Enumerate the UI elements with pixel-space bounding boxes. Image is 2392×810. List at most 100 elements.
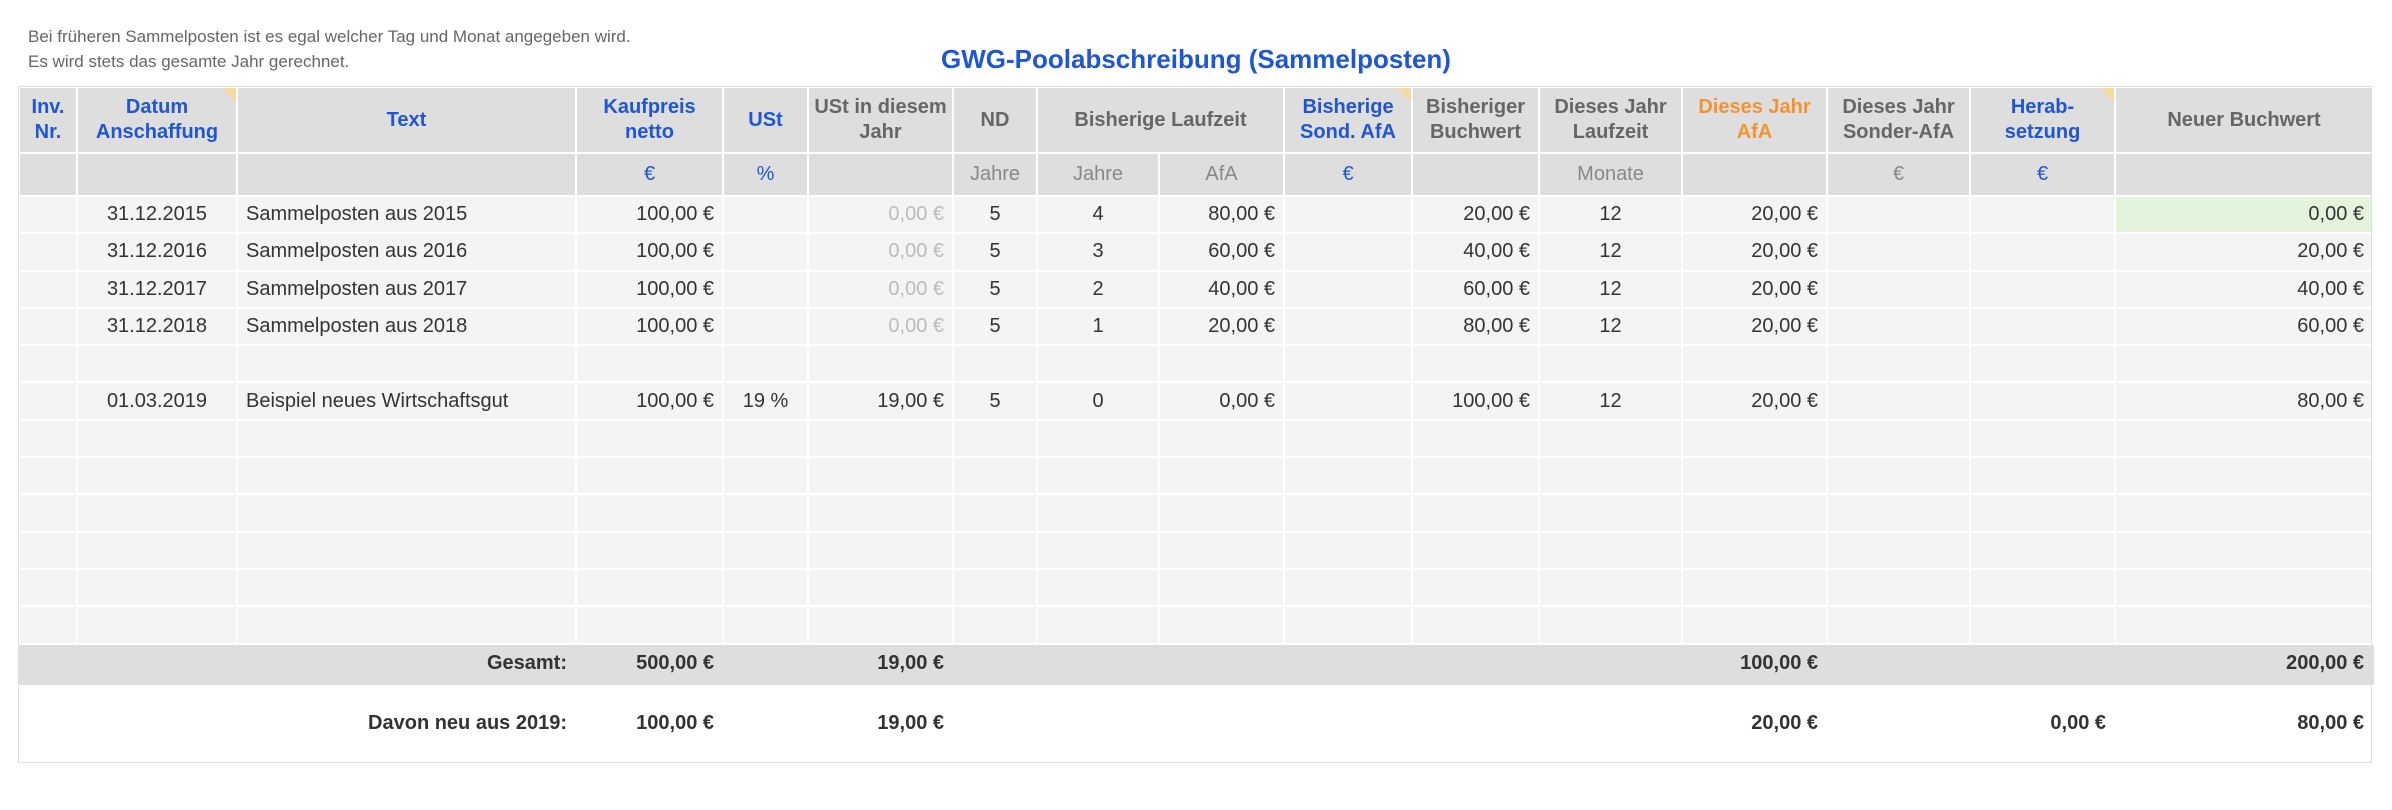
table-cell[interactable] <box>18 493 78 533</box>
table-cell[interactable] <box>1157 493 1286 533</box>
table-cell[interactable]: 3 <box>1036 232 1160 272</box>
table-cell[interactable] <box>18 456 78 496</box>
table-cell[interactable] <box>807 605 954 645</box>
table-cell[interactable] <box>575 456 724 496</box>
table-cell[interactable] <box>2114 605 2375 645</box>
table-cell[interactable]: 0,00 € <box>807 306 954 347</box>
table-cell[interactable] <box>1969 456 2117 496</box>
table-cell[interactable] <box>18 306 78 347</box>
table-cell[interactable] <box>952 418 1038 459</box>
table-cell[interactable]: 20,00 € <box>1681 232 1829 272</box>
comment-marker-icon[interactable] <box>1397 88 1412 102</box>
table-cell[interactable]: 0,00 € <box>807 269 954 309</box>
table-cell[interactable] <box>722 418 809 459</box>
table-cell[interactable] <box>18 232 78 272</box>
table-cell[interactable]: 20,00 € <box>1681 194 1829 235</box>
table-cell[interactable] <box>807 456 954 496</box>
table-cell[interactable] <box>722 232 809 272</box>
table-cell[interactable] <box>76 456 238 496</box>
table-cell[interactable]: 0,00 € <box>1157 381 1286 421</box>
table-cell[interactable]: 31.12.2018 <box>76 306 238 347</box>
table-cell[interactable] <box>1283 567 1414 608</box>
table-cell[interactable]: 60,00 € <box>1411 269 1541 309</box>
table-cell[interactable] <box>1283 418 1414 459</box>
table-cell[interactable] <box>952 605 1038 645</box>
table-cell[interactable] <box>722 567 809 608</box>
table-cell[interactable] <box>1538 605 1684 645</box>
table-cell[interactable] <box>1681 344 1829 384</box>
table-cell[interactable] <box>1157 456 1286 496</box>
table-cell[interactable]: Sammelposten aus 2015 <box>236 194 577 235</box>
table-cell[interactable] <box>18 381 78 421</box>
table-cell[interactable] <box>807 493 954 533</box>
table-cell[interactable] <box>18 567 78 608</box>
table-cell[interactable] <box>1411 605 1541 645</box>
table-cell[interactable] <box>18 344 78 384</box>
table-cell[interactable] <box>807 418 954 459</box>
table-cell[interactable] <box>76 530 238 570</box>
table-cell[interactable] <box>722 306 809 347</box>
table-cell[interactable] <box>236 530 577 570</box>
table-cell[interactable] <box>1036 567 1160 608</box>
table-cell[interactable]: 12 <box>1538 306 1684 347</box>
table-cell[interactable] <box>807 567 954 608</box>
table-cell[interactable]: 20,00 € <box>1681 381 1829 421</box>
table-cell[interactable] <box>1411 567 1541 608</box>
table-cell[interactable] <box>1826 232 1972 272</box>
table-cell[interactable] <box>1283 344 1414 384</box>
table-cell[interactable] <box>1411 493 1541 533</box>
table-cell[interactable]: 100,00 € <box>575 381 724 421</box>
table-cell[interactable] <box>76 344 238 384</box>
table-cell[interactable] <box>575 530 724 570</box>
table-cell[interactable] <box>722 530 809 570</box>
table-cell[interactable]: 80,00 € <box>2114 381 2375 421</box>
table-cell[interactable] <box>1538 493 1684 533</box>
table-cell[interactable]: 1 <box>1036 306 1160 347</box>
table-cell[interactable]: 4 <box>1036 194 1160 235</box>
table-cell[interactable] <box>2114 456 2375 496</box>
table-cell[interactable] <box>1283 269 1414 309</box>
table-cell[interactable] <box>575 493 724 533</box>
table-cell[interactable] <box>1969 344 2117 384</box>
table-cell[interactable]: 19,00 € <box>807 381 954 421</box>
table-cell[interactable]: 5 <box>952 269 1038 309</box>
table-cell[interactable] <box>18 269 78 309</box>
table-cell[interactable]: 12 <box>1538 381 1684 421</box>
table-cell[interactable] <box>1681 567 1829 608</box>
table-cell[interactable] <box>1411 344 1541 384</box>
table-cell[interactable] <box>2114 418 2375 459</box>
table-cell[interactable] <box>1826 530 1972 570</box>
table-cell[interactable] <box>1681 418 1829 459</box>
table-cell[interactable] <box>1538 456 1684 496</box>
table-cell[interactable]: 5 <box>952 381 1038 421</box>
table-cell[interactable]: 60,00 € <box>1157 232 1286 272</box>
table-cell[interactable]: 12 <box>1538 269 1684 309</box>
table-cell[interactable]: 80,00 € <box>1411 306 1541 347</box>
table-cell[interactable] <box>1283 232 1414 272</box>
table-cell[interactable] <box>722 456 809 496</box>
table-cell[interactable] <box>722 269 809 309</box>
table-cell[interactable] <box>18 418 78 459</box>
table-cell[interactable]: 20,00 € <box>2114 232 2375 272</box>
table-cell[interactable] <box>722 493 809 533</box>
table-cell[interactable] <box>76 493 238 533</box>
table-cell[interactable] <box>1969 306 2117 347</box>
table-cell[interactable] <box>1826 381 1972 421</box>
table-cell[interactable] <box>1538 344 1684 384</box>
table-cell[interactable] <box>236 344 577 384</box>
table-cell[interactable] <box>1826 456 1972 496</box>
table-cell[interactable]: 19 % <box>722 381 809 421</box>
table-cell[interactable] <box>1681 530 1829 570</box>
table-cell[interactable]: 31.12.2017 <box>76 269 238 309</box>
table-cell[interactable]: 0,00 € <box>807 232 954 272</box>
table-cell[interactable] <box>1969 493 2117 533</box>
table-cell[interactable] <box>1826 269 1972 309</box>
table-cell[interactable] <box>18 605 78 645</box>
table-cell[interactable]: 40,00 € <box>2114 269 2375 309</box>
table-cell[interactable]: 20,00 € <box>1681 269 1829 309</box>
table-cell[interactable]: 100,00 € <box>575 232 724 272</box>
table-cell[interactable] <box>1969 418 2117 459</box>
table-cell[interactable] <box>1036 493 1160 533</box>
table-cell[interactable]: 5 <box>952 194 1038 235</box>
table-cell[interactable] <box>1538 530 1684 570</box>
